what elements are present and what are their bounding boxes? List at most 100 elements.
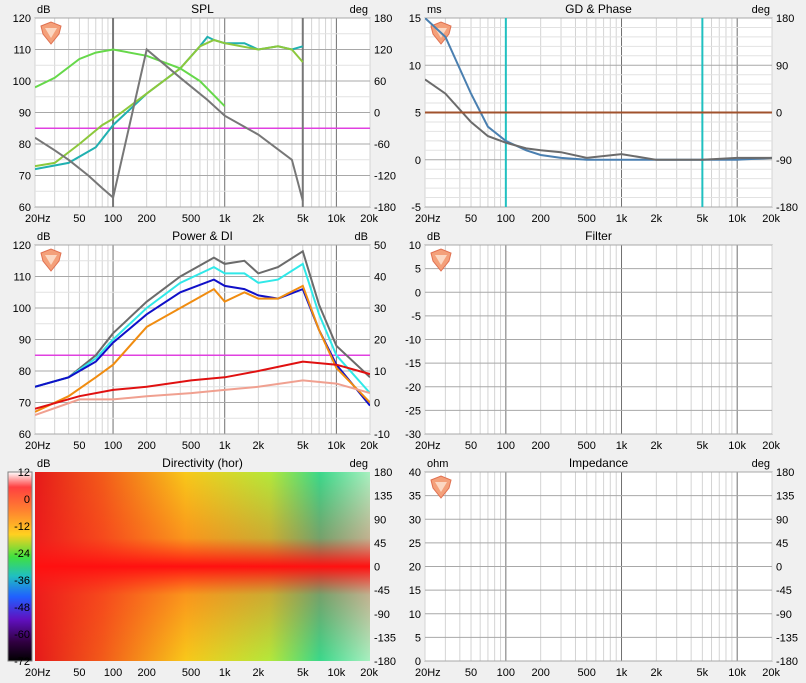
directivity-scale-label: 12	[18, 467, 30, 479]
power-y-tick-label: 70	[19, 398, 31, 410]
gd-x-tick-label: 10k	[728, 213, 746, 225]
spl-x-tick-label: 10k	[328, 213, 346, 225]
power-series-5-line	[35, 379, 370, 417]
directivity-x-tick-label: 500	[182, 667, 200, 679]
gd-x-tick-label: 5k	[697, 213, 709, 225]
spl-series-1-line	[35, 38, 304, 168]
spl-x-tick-label: 5k	[297, 213, 309, 225]
impedance-x-tick-label: 2k	[651, 667, 663, 679]
impedance-y2-tick-label: -135	[776, 632, 798, 644]
spl-y-tick-label: 60	[19, 202, 31, 214]
power-y-tick-label: 100	[13, 303, 31, 315]
directivity-x-tick-label: 200	[137, 667, 155, 679]
directivity-scale-label: -12	[14, 521, 30, 533]
gd-y-tick-label: 10	[409, 60, 421, 72]
filter-y-tick-label: -10	[405, 335, 421, 347]
spl-y2-tick-label: 0	[374, 108, 380, 120]
power-x-tick-label: 5k	[297, 440, 309, 452]
filter-x-tick-label: 5k	[697, 440, 709, 452]
directivity-x-tick-label: 2k	[253, 667, 265, 679]
power-x-tick-label: 50	[73, 440, 85, 452]
directivity-scale-label: -36	[14, 575, 30, 587]
power-x-tick-label: 200	[137, 440, 155, 452]
filter-x-tick-label: 20k	[762, 440, 780, 452]
spl-y-tick-label: 100	[13, 76, 31, 88]
impedance-y2-tick-label: 180	[776, 467, 794, 479]
power-y-tick-label: 90	[19, 335, 31, 347]
power-x-tick-label: 10k	[328, 440, 346, 452]
power-y-tick-label: 120	[13, 240, 31, 252]
directivity-panel: 20Hz 50 100 200 500 1k 2k 5k 10k 20k Directivity (…	[7, 456, 396, 679]
impedance-y-tick-label: 20	[409, 562, 421, 574]
logo-icon	[430, 248, 452, 272]
directivity-y2-tick-label: 180	[374, 467, 392, 479]
gd-y2-tick-label: -90	[776, 155, 792, 167]
logo-inner	[435, 482, 447, 492]
filter-x-tick-label: 20Hz	[415, 440, 441, 452]
gd-series-1-line	[425, 78, 772, 161]
directivity-color-scale	[7, 471, 33, 662]
spl-x-tick-label: 20k	[360, 213, 378, 225]
power-title: Power & DI	[172, 229, 233, 243]
directivity-title: Directivity (hor)	[162, 456, 243, 470]
directivity-y2-tick-label: -135	[374, 632, 396, 644]
power-y2-tick-label: -10	[374, 429, 390, 441]
impedance-x-tick-label: 10k	[728, 667, 746, 679]
directivity-y2-tick-label: 0	[374, 562, 380, 574]
power-y-tick-label: 80	[19, 366, 31, 378]
filter-x-tick-label: 500	[578, 440, 596, 452]
filter-panel: 20Hz 50 100 200 500 1k 2k 5k 10k 20kFilterdB1050-…	[405, 229, 780, 452]
gd-x-tick-label: 20k	[762, 213, 780, 225]
gd-y-tick-label: 15	[409, 13, 421, 25]
power-x-tick-label: 20k	[360, 440, 378, 452]
gd-y2-tick-label: 180	[776, 13, 794, 25]
logo-icon	[40, 21, 62, 45]
directivity-y2-tick-label: -180	[374, 656, 396, 668]
gd-title: GD & Phase	[565, 2, 632, 16]
directivity-x-tick-label: 10k	[328, 667, 346, 679]
spl-panel: 20Hz 50 100 200 500 1k 2k 5k 10k 20k SPL dB deg 120 11…	[13, 2, 396, 225]
impedance-y-tick-label: 15	[409, 585, 421, 597]
power-series-1-line	[35, 262, 370, 394]
impedance-x-tick-label: 20Hz	[415, 667, 441, 679]
impedance-y-tick-label: 10	[409, 609, 421, 621]
filter-x-tick-label: 1k	[616, 440, 628, 452]
impedance-right-unit: deg	[752, 458, 770, 470]
spl-x-tick-label: 20Hz	[25, 213, 51, 225]
impedance-title: Impedance	[569, 456, 629, 470]
spl-x-tick-label: 1k	[219, 213, 231, 225]
spl-x-tick-label: 50	[73, 213, 85, 225]
impedance-x-tick-label: 50	[465, 667, 477, 679]
filter-title: Filter	[585, 229, 612, 243]
filter-x-tick-label: 50	[465, 440, 477, 452]
directivity-scale-label: -24	[14, 548, 30, 560]
impedance-x-tick-label: 1k	[616, 667, 628, 679]
filter-x-tick-label: 10k	[728, 440, 746, 452]
power-x-tick-label: 100	[104, 440, 122, 452]
gd-y2-tick-label: -180	[776, 202, 798, 214]
directivity-y2-tick-label: 135	[374, 491, 392, 503]
filter-y-tick-label: 5	[415, 264, 421, 276]
impedance-x-tick-label: 200	[531, 667, 549, 679]
logo-inner	[45, 28, 57, 38]
directivity-x-tick-label: 1k	[219, 667, 231, 679]
gd-y-tick-label: 5	[415, 108, 421, 120]
power-x-tick-label: 20Hz	[25, 440, 51, 452]
power-right-unit: dB	[355, 231, 368, 243]
spl-right-unit: deg	[350, 4, 368, 16]
directivity-x-tick-label: 100	[104, 667, 122, 679]
power-y-tick-label: 110	[13, 272, 31, 284]
gd-x-tick-label: 100	[497, 213, 515, 225]
directivity-left-unit: dB	[37, 458, 50, 470]
impedance-y2-tick-label: -45	[776, 585, 792, 597]
filter-y-tick-label: -15	[405, 358, 421, 370]
spl-series-2-line	[35, 48, 226, 107]
filter-y-tick-label: 10	[409, 240, 421, 252]
impedance-y-tick-label: 35	[409, 491, 421, 503]
logo-icon	[40, 248, 62, 272]
impedance-y2-tick-label: 135	[776, 491, 794, 503]
directivity-right-unit: deg	[350, 458, 368, 470]
power-x-tick-label: 2k	[253, 440, 265, 452]
gd-y2-tick-label: 90	[776, 60, 788, 72]
impedance-y-tick-label: 5	[415, 632, 421, 644]
